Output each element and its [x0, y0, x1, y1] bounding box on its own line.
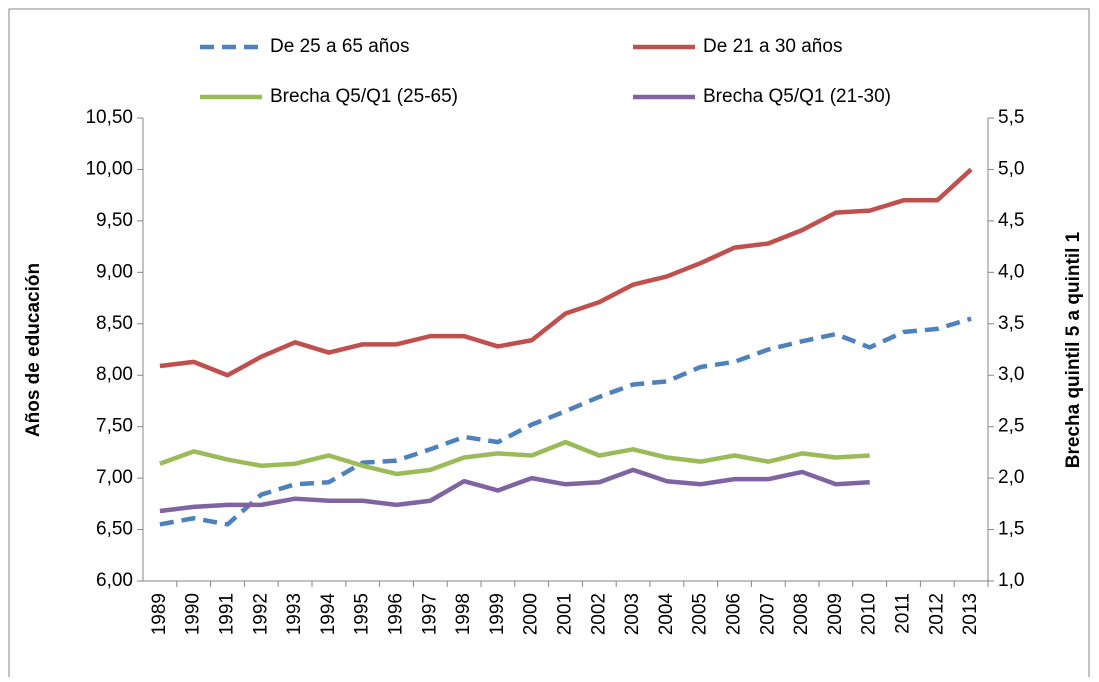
- series-line: [159, 167, 973, 378]
- y-tick-label: 8,00: [96, 364, 133, 385]
- y-tick-label: 10,00: [85, 158, 133, 179]
- series-line: [159, 439, 870, 477]
- x-tick-label: 2011: [893, 593, 914, 634]
- x-tick-label: 1991: [217, 593, 238, 635]
- y-tick-label: 9,00: [96, 261, 133, 282]
- x-tick-label: 1993: [284, 593, 305, 635]
- y2-tick-label: 4,0: [998, 261, 1024, 282]
- x-tick-label: 1997: [419, 593, 440, 635]
- x-tick-label: 2003: [622, 593, 643, 635]
- series-line: [159, 467, 870, 514]
- legend-label: Brecha Q5/Q1 (25-65): [270, 86, 458, 107]
- y2-tick-label: 2,0: [998, 467, 1024, 488]
- y2-tick-label: 1,5: [998, 519, 1024, 540]
- y2-axis-title: Brecha quintil 5 a quintil 1: [1063, 231, 1084, 468]
- x-tick-label: 1990: [183, 593, 204, 635]
- x-tick-label: 2006: [724, 593, 745, 635]
- x-tick-label: 2009: [825, 593, 846, 635]
- x-tick-label: 1999: [487, 593, 508, 635]
- y-tick-label: 8,50: [96, 313, 133, 334]
- y-tick-label: 7,50: [96, 416, 133, 437]
- x-tick-label: 2010: [859, 593, 880, 635]
- x-tick-label: 1992: [250, 593, 271, 635]
- y-tick-label: 9,50: [96, 210, 133, 231]
- legend-label: De 21 a 30 años: [703, 36, 842, 57]
- x-tick-label: 2005: [690, 593, 711, 635]
- x-tick-label: 2004: [656, 593, 677, 636]
- legend-label: Brecha Q5/Q1 (21-30): [703, 86, 891, 107]
- x-tick-label: 1994: [318, 593, 339, 636]
- y-tick-label: 7,00: [96, 467, 133, 488]
- y2-tick-label: 2,5: [998, 416, 1024, 437]
- y2-tick-label: 3,5: [998, 313, 1024, 334]
- y2-tick-label: 4,5: [998, 210, 1024, 231]
- x-tick-label: 2013: [960, 593, 981, 635]
- x-tick-label: 2001: [555, 593, 576, 635]
- y-tick-label: 10,50: [85, 107, 133, 128]
- legend-label: De 25 a 65 años: [270, 36, 409, 57]
- x-tick-label: 2008: [791, 593, 812, 635]
- x-tick-label: 2002: [588, 593, 609, 635]
- x-tick-label: 1995: [352, 593, 373, 635]
- x-tick-label: 2007: [757, 593, 778, 635]
- x-tick-label: 1996: [386, 593, 407, 635]
- y2-tick-label: 5,0: [998, 158, 1024, 179]
- x-tick-label: 2012: [926, 593, 947, 635]
- x-tick-label: 1989: [149, 593, 170, 635]
- x-tick-label: 2000: [521, 593, 542, 635]
- y-axis-title: Años de educación: [23, 263, 44, 437]
- y2-tick-label: 3,0: [998, 364, 1024, 385]
- chart-frame: [8, 8, 1090, 682]
- y-tick-label: 6,50: [96, 519, 133, 540]
- y2-tick-label: 1,0: [998, 570, 1024, 591]
- x-tick-label: 1998: [453, 593, 474, 635]
- y2-tick-label: 5,5: [998, 107, 1024, 128]
- y-tick-label: 6,00: [96, 570, 133, 591]
